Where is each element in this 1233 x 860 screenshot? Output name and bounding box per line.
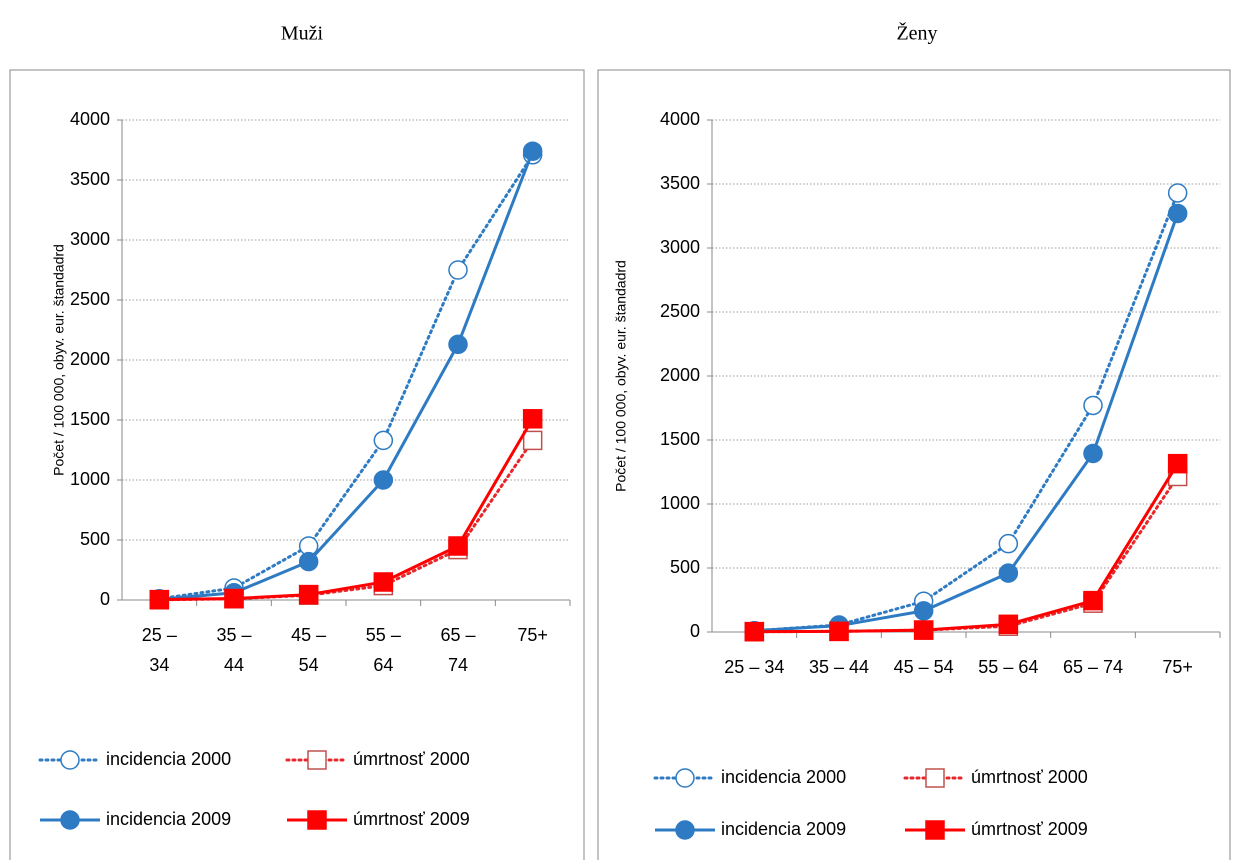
series-line bbox=[752, 474, 1180, 634]
data-point bbox=[913, 601, 934, 621]
series-line bbox=[159, 150, 535, 601]
legend-label: úmrtnosť 2000 bbox=[971, 767, 1088, 787]
y-tick-label: 3500 bbox=[660, 173, 700, 193]
series-line bbox=[754, 462, 1179, 634]
y-tick-label: 3500 bbox=[70, 169, 110, 189]
y-tick-label: 1000 bbox=[660, 493, 700, 513]
y-tick-label: 2000 bbox=[660, 365, 700, 385]
data-point bbox=[998, 563, 1019, 583]
data-point bbox=[522, 409, 543, 429]
legend-label: úmrtnosť 2000 bbox=[353, 749, 470, 769]
data-point bbox=[1083, 395, 1103, 416]
x-tick-label: 75+ bbox=[1162, 657, 1193, 677]
y-axis-label: Počet / 100 000, obyv. eur. štandadrd bbox=[613, 260, 629, 492]
y-tick-label: 0 bbox=[690, 621, 700, 641]
y-tick-label: 4000 bbox=[70, 109, 110, 129]
legend-marker bbox=[925, 820, 945, 840]
legend-marker bbox=[307, 810, 327, 830]
x-tick-label: 45 – 54 bbox=[893, 657, 954, 677]
legend-label: úmrtnosť 2009 bbox=[971, 819, 1088, 839]
legend-marker bbox=[60, 810, 80, 830]
data-point bbox=[373, 572, 394, 592]
data-point bbox=[373, 430, 394, 451]
data-point bbox=[1083, 590, 1103, 611]
x-tick-label: 25 – 34 bbox=[141, 625, 177, 675]
series-line bbox=[754, 212, 1180, 633]
data-point bbox=[448, 334, 468, 355]
data-point bbox=[448, 536, 468, 556]
frame bbox=[597, 69, 1231, 860]
data-point bbox=[1167, 183, 1188, 203]
series-line bbox=[159, 418, 534, 602]
x-tick-label: 75+ bbox=[517, 625, 548, 645]
data-point bbox=[913, 620, 934, 640]
x-tick-label: 55 – 64 bbox=[978, 657, 1039, 677]
frame bbox=[9, 69, 585, 860]
data-point bbox=[522, 141, 543, 161]
y-tick-label: 2000 bbox=[70, 349, 110, 369]
x-tick-label: 35 – 44 bbox=[216, 625, 252, 675]
y-tick-label: 1500 bbox=[660, 429, 700, 449]
y-tick-label: 500 bbox=[670, 557, 700, 577]
data-point bbox=[998, 614, 1019, 635]
y-tick-label: 3000 bbox=[660, 237, 700, 257]
legend-label: incidencia 2000 bbox=[106, 749, 231, 769]
legend-label: incidencia 2009 bbox=[106, 809, 231, 829]
y-tick-label: 3000 bbox=[70, 229, 110, 249]
data-point bbox=[373, 470, 394, 490]
data-point bbox=[998, 533, 1019, 554]
legend-marker bbox=[60, 750, 80, 770]
legend-label: incidencia 2009 bbox=[721, 819, 846, 839]
x-tick-label: 65 – 74 bbox=[1062, 657, 1124, 677]
x-tick-label: 25 – 34 bbox=[724, 657, 785, 677]
chart-title: Ženy bbox=[896, 22, 937, 45]
data-point bbox=[1167, 453, 1188, 474]
y-tick-label: 0 bbox=[100, 589, 110, 609]
y-tick-label: 500 bbox=[80, 529, 110, 549]
data-point bbox=[522, 430, 543, 451]
data-point bbox=[829, 621, 849, 642]
y-axis-label: Počet / 100 000, obyv. eur. štandadrd bbox=[51, 244, 67, 476]
x-tick-label: 45 – 54 bbox=[291, 625, 327, 675]
x-tick-label: 35 – 44 bbox=[808, 657, 870, 677]
y-tick-label: 2500 bbox=[70, 289, 110, 309]
y-tick-label: 2500 bbox=[660, 301, 700, 321]
data-point bbox=[448, 260, 468, 280]
data-point bbox=[149, 589, 170, 610]
series-line bbox=[157, 153, 535, 601]
legend-marker bbox=[675, 768, 695, 788]
legend-label: úmrtnosť 2009 bbox=[353, 809, 470, 829]
data-point bbox=[1083, 443, 1103, 464]
x-tick-label: 55 – 64 bbox=[365, 625, 401, 675]
legend-marker bbox=[925, 768, 945, 788]
data-point bbox=[298, 551, 319, 572]
data-point bbox=[1167, 203, 1188, 224]
y-tick-label: 1500 bbox=[70, 409, 110, 429]
legend-marker bbox=[675, 820, 695, 840]
data-point bbox=[224, 588, 244, 609]
y-tick-label: 1000 bbox=[70, 469, 110, 489]
legend-marker bbox=[307, 750, 327, 770]
x-tick-label: 65 – 74 bbox=[440, 625, 476, 675]
legend-label: incidencia 2000 bbox=[721, 767, 846, 787]
data-point bbox=[298, 584, 319, 605]
y-tick-label: 4000 bbox=[660, 109, 700, 129]
chart-title: Muži bbox=[281, 23, 324, 45]
data-point bbox=[744, 621, 765, 642]
